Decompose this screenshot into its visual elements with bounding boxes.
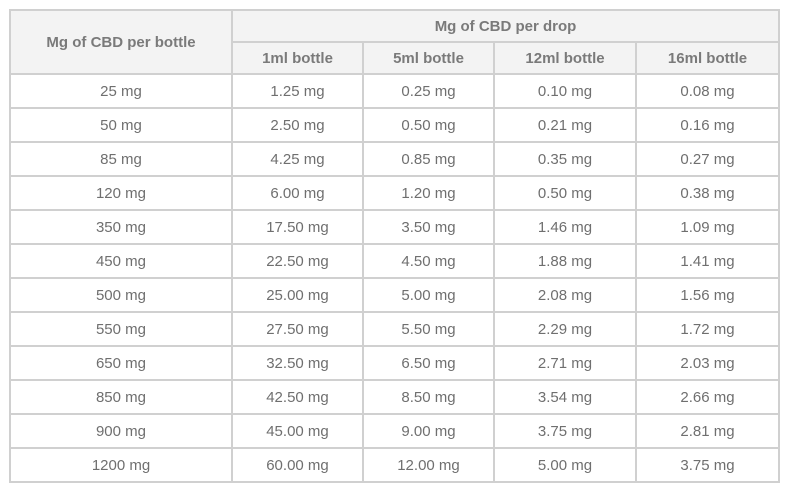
drop-dose-cell-1ml: 42.50 mg xyxy=(231,379,364,415)
drop-dose-cell-1ml: 60.00 mg xyxy=(231,447,364,483)
drop-dose-cell-16ml: 0.27 mg xyxy=(634,141,781,177)
bottle-strength-cell: 900 mg xyxy=(9,413,233,449)
drop-dose-cell-12ml: 2.29 mg xyxy=(493,311,637,347)
row-header-cell: Mg of CBD per bottle xyxy=(9,9,233,75)
drop-dose-cell-16ml: 1.41 mg xyxy=(634,243,781,279)
drop-dose-cell-5ml: 9.00 mg xyxy=(362,413,495,449)
drop-dose-cell-16ml: 0.38 mg xyxy=(634,175,781,211)
table-row: 450 mg 22.50 mg 4.50 mg 1.88 mg 1.41 mg xyxy=(9,243,781,279)
cbd-dosage-table: Mg of CBD per bottle Mg of CBD per drop … xyxy=(9,9,781,483)
bottle-strength-cell: 350 mg xyxy=(9,209,233,245)
table-row: 1200 mg 60.00 mg 12.00 mg 5.00 mg 3.75 mg xyxy=(9,447,781,483)
bottle-strength-cell: 550 mg xyxy=(9,311,233,347)
drop-dose-cell-16ml: 0.08 mg xyxy=(634,73,781,109)
drop-dose-cell-16ml: 2.81 mg xyxy=(634,413,781,449)
drop-dose-cell-16ml: 0.16 mg xyxy=(634,107,781,143)
table-row: 900 mg 45.00 mg 9.00 mg 3.75 mg 2.81 mg xyxy=(9,413,781,449)
column-header-1ml: 1ml bottle xyxy=(231,41,364,75)
table-row: 850 mg 42.50 mg 8.50 mg 3.54 mg 2.66 mg xyxy=(9,379,781,415)
column-header-16ml: 16ml bottle xyxy=(634,41,781,75)
drop-dose-cell-5ml: 0.85 mg xyxy=(362,141,495,177)
column-header-5ml: 5ml bottle xyxy=(362,41,495,75)
drop-dose-cell-1ml: 2.50 mg xyxy=(231,107,364,143)
drop-dose-cell-16ml: 2.66 mg xyxy=(634,379,781,415)
table-row: 120 mg 6.00 mg 1.20 mg 0.50 mg 0.38 mg xyxy=(9,175,781,211)
group-header-cell: Mg of CBD per drop xyxy=(230,9,781,43)
bottle-strength-cell: 500 mg xyxy=(9,277,233,313)
table-row: 550 mg 27.50 mg 5.50 mg 2.29 mg 1.72 mg xyxy=(9,311,781,347)
drop-dose-cell-5ml: 6.50 mg xyxy=(362,345,495,381)
bottle-strength-cell: 120 mg xyxy=(9,175,233,211)
drop-dose-cell-1ml: 6.00 mg xyxy=(231,175,364,211)
drop-dose-cell-1ml: 32.50 mg xyxy=(231,345,364,381)
table-row: 50 mg 2.50 mg 0.50 mg 0.21 mg 0.16 mg xyxy=(9,107,781,143)
bottle-strength-cell: 25 mg xyxy=(9,73,233,109)
drop-dose-cell-5ml: 3.50 mg xyxy=(362,209,495,245)
column-header-12ml: 12ml bottle xyxy=(493,41,637,75)
drop-dose-cell-5ml: 0.25 mg xyxy=(362,73,495,109)
drop-dose-cell-16ml: 1.09 mg xyxy=(634,209,781,245)
drop-dose-cell-5ml: 5.50 mg xyxy=(362,311,495,347)
table-row: 650 mg 32.50 mg 6.50 mg 2.71 mg 2.03 mg xyxy=(9,345,781,381)
bottle-strength-cell: 1200 mg xyxy=(9,447,233,483)
drop-dose-cell-5ml: 0.50 mg xyxy=(362,107,495,143)
cbd-dosage-table-container: Mg of CBD per bottle Mg of CBD per drop … xyxy=(9,9,781,483)
drop-dose-cell-12ml: 5.00 mg xyxy=(493,447,637,483)
drop-dose-cell-12ml: 3.75 mg xyxy=(493,413,637,449)
bottle-strength-cell: 850 mg xyxy=(9,379,233,415)
table-row: 85 mg 4.25 mg 0.85 mg 0.35 mg 0.27 mg xyxy=(9,141,781,177)
drop-dose-cell-12ml: 2.71 mg xyxy=(493,345,637,381)
table-header: Mg of CBD per bottle Mg of CBD per drop … xyxy=(9,9,781,75)
drop-dose-cell-16ml: 2.03 mg xyxy=(634,345,781,381)
drop-dose-cell-12ml: 1.88 mg xyxy=(493,243,637,279)
drop-dose-cell-5ml: 1.20 mg xyxy=(362,175,495,211)
drop-dose-cell-5ml: 5.00 mg xyxy=(362,277,495,313)
table-row: 350 mg 17.50 mg 3.50 mg 1.46 mg 1.09 mg xyxy=(9,209,781,245)
table-row: 25 mg 1.25 mg 0.25 mg 0.10 mg 0.08 mg xyxy=(9,73,781,109)
drop-dose-cell-1ml: 25.00 mg xyxy=(231,277,364,313)
bottle-strength-cell: 650 mg xyxy=(9,345,233,381)
drop-dose-cell-1ml: 1.25 mg xyxy=(231,73,364,109)
drop-dose-cell-12ml: 2.08 mg xyxy=(493,277,637,313)
bottle-strength-cell: 450 mg xyxy=(9,243,233,279)
drop-dose-cell-16ml: 3.75 mg xyxy=(634,447,781,483)
drop-dose-cell-5ml: 8.50 mg xyxy=(362,379,495,415)
drop-dose-cell-16ml: 1.56 mg xyxy=(634,277,781,313)
drop-dose-cell-1ml: 4.25 mg xyxy=(231,141,364,177)
bottle-strength-cell: 50 mg xyxy=(9,107,233,143)
table-body: 25 mg 1.25 mg 0.25 mg 0.10 mg 0.08 mg 50 mg 2.… xyxy=(9,73,781,483)
drop-dose-cell-5ml: 4.50 mg xyxy=(362,243,495,279)
drop-dose-cell-16ml: 1.72 mg xyxy=(634,311,781,347)
drop-dose-cell-1ml: 22.50 mg xyxy=(231,243,364,279)
drop-dose-cell-12ml: 3.54 mg xyxy=(493,379,637,415)
drop-dose-cell-12ml: 0.35 mg xyxy=(493,141,637,177)
drop-dose-cell-12ml: 0.10 mg xyxy=(493,73,637,109)
bottle-strength-cell: 85 mg xyxy=(9,141,233,177)
drop-dose-cell-12ml: 0.21 mg xyxy=(493,107,637,143)
drop-dose-cell-1ml: 17.50 mg xyxy=(231,209,364,245)
drop-dose-cell-12ml: 0.50 mg xyxy=(493,175,637,211)
table-row: 500 mg 25.00 mg 5.00 mg 2.08 mg 1.56 mg xyxy=(9,277,781,313)
drop-dose-cell-12ml: 1.46 mg xyxy=(493,209,637,245)
drop-dose-cell-1ml: 27.50 mg xyxy=(231,311,364,347)
drop-dose-cell-1ml: 45.00 mg xyxy=(231,413,364,449)
drop-dose-cell-5ml: 12.00 mg xyxy=(362,447,495,483)
